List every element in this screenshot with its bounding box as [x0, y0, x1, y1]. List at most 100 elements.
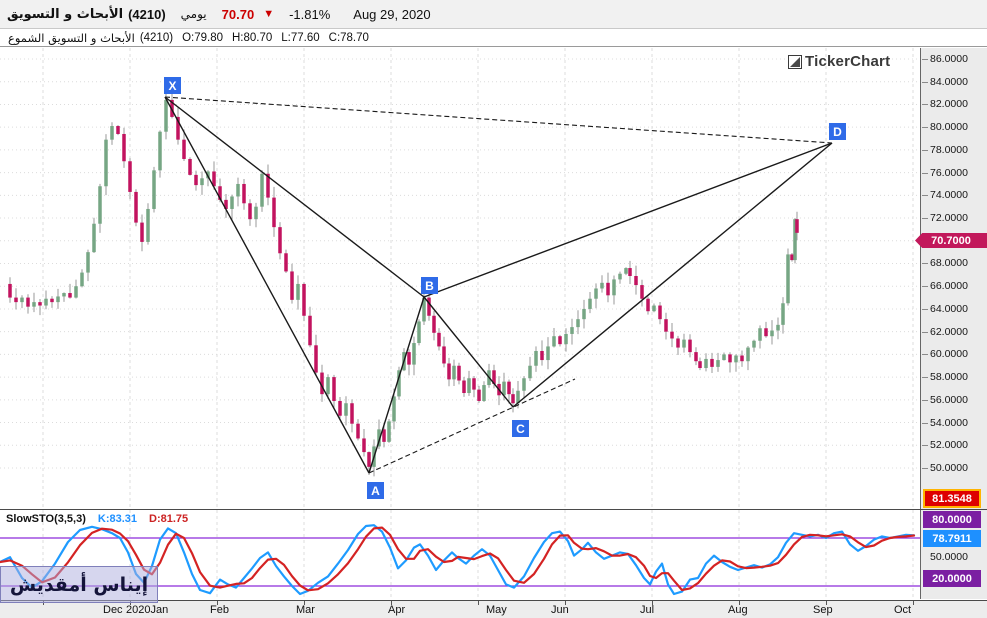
pattern-line-BC[interactable]	[423, 296, 514, 408]
month-label-aug: Aug	[728, 604, 748, 616]
symbol-code: (4210)	[128, 6, 166, 22]
candle	[770, 330, 774, 337]
candle	[104, 139, 108, 187]
price-label: 76.0000	[930, 167, 968, 179]
candle	[236, 183, 240, 197]
candle	[522, 378, 526, 391]
price-label: 84.0000	[930, 76, 968, 88]
month-label-apr: Apr	[388, 604, 406, 616]
symbol-name[interactable]: الأبحاث و التسويق	[7, 6, 124, 22]
month-label-jul: Jul	[640, 604, 655, 616]
candle	[200, 178, 204, 186]
timeframe-selector[interactable]: يومي	[180, 7, 207, 21]
price-tick	[922, 263, 928, 264]
panel-separator[interactable]	[0, 509, 987, 510]
candle	[110, 126, 114, 140]
price-tick	[922, 82, 928, 83]
price-tick	[922, 445, 928, 446]
indicator-name[interactable]: SlowSTO(3,5,3)	[6, 513, 86, 525]
candlestick-chart[interactable]: X A B C D	[0, 48, 920, 509]
pattern-point-A[interactable]	[367, 482, 384, 499]
candle	[758, 328, 762, 341]
candle	[98, 186, 102, 224]
candle	[62, 293, 66, 297]
candle	[437, 332, 441, 347]
candle	[164, 99, 168, 132]
candle	[516, 390, 520, 404]
candle	[728, 354, 732, 363]
pattern-line-dashed[interactable]	[164, 96, 833, 144]
overbought-badge: 80.0000	[923, 511, 981, 528]
candle	[266, 173, 270, 198]
candle	[194, 174, 198, 186]
time-axis[interactable]: Dec 2020Jan Feb Mar Apr May Jun Jul Aug Sep Oct	[0, 600, 987, 618]
time-tick	[913, 601, 914, 605]
candle	[540, 350, 544, 361]
candle	[326, 377, 330, 395]
ohlc-bar: الأبحاث و التسويق الشموع (4210) O:79.80 …	[0, 30, 987, 47]
price-label: 52.0000	[930, 439, 968, 451]
pattern-point-C[interactable]	[512, 420, 529, 437]
candle	[382, 429, 386, 442]
candle	[367, 452, 371, 467]
quote-date: Aug 29, 2020	[353, 6, 431, 22]
candle	[338, 400, 342, 416]
price-label: 78.0000	[930, 144, 968, 156]
price-tick	[922, 195, 928, 196]
high-value: H:80.70	[231, 32, 273, 44]
tickerchart-logo-text: TickerChart	[805, 53, 891, 70]
candle	[652, 305, 656, 312]
pattern-line-dashed[interactable]	[368, 378, 576, 474]
candle	[242, 183, 246, 204]
pattern-line-BD[interactable]	[423, 142, 833, 298]
price-label: 72.0000	[930, 212, 968, 224]
candle	[74, 286, 78, 298]
price-axis[interactable]: 86.0000 84.0000 82.0000 80.0000 78.0000 76.00…	[915, 48, 987, 599]
price-tick	[922, 377, 928, 378]
time-tick	[217, 601, 218, 605]
candle	[284, 253, 288, 272]
pattern-point-D[interactable]	[829, 123, 846, 140]
pattern-line-AB[interactable]	[368, 296, 425, 474]
candle	[50, 298, 54, 303]
candle	[377, 429, 381, 447]
price-tick	[922, 59, 928, 60]
pattern-line-XB[interactable]	[164, 96, 425, 298]
candle	[534, 350, 538, 366]
candle	[116, 126, 120, 134]
candle	[146, 208, 150, 242]
candle	[698, 361, 702, 369]
candle	[356, 423, 360, 439]
month-label-2020jan: 2020Jan	[126, 604, 169, 616]
pattern-point-X[interactable]	[164, 77, 181, 94]
candle	[182, 139, 186, 159]
price-tick	[922, 218, 928, 219]
price-label: 56.0000	[930, 394, 968, 406]
candle	[704, 358, 708, 369]
price-tick	[922, 286, 928, 287]
pattern-point-B[interactable]	[421, 277, 438, 294]
time-tick	[304, 601, 305, 605]
price-label: 62.0000	[930, 326, 968, 338]
candle	[407, 352, 411, 365]
candle	[472, 378, 476, 390]
candle	[790, 254, 794, 261]
price-tick	[922, 468, 928, 469]
candle	[350, 403, 354, 424]
series-code: (4210)	[139, 32, 174, 44]
candle	[528, 365, 532, 379]
pattern-point-label: X	[168, 79, 176, 93]
candle	[467, 378, 471, 394]
oversold-badge: 20.0000	[923, 570, 981, 587]
candle	[56, 296, 60, 303]
candle	[427, 297, 431, 316]
candle	[14, 297, 18, 303]
candle	[676, 338, 680, 348]
candle	[452, 365, 456, 380]
candle	[290, 271, 294, 300]
candle	[640, 285, 644, 299]
candle	[658, 305, 662, 320]
main-chart-area[interactable]: X A B C D TickerChart	[0, 48, 920, 509]
pattern-line-CD[interactable]	[512, 142, 833, 408]
pattern-line-XA[interactable]	[164, 96, 370, 474]
